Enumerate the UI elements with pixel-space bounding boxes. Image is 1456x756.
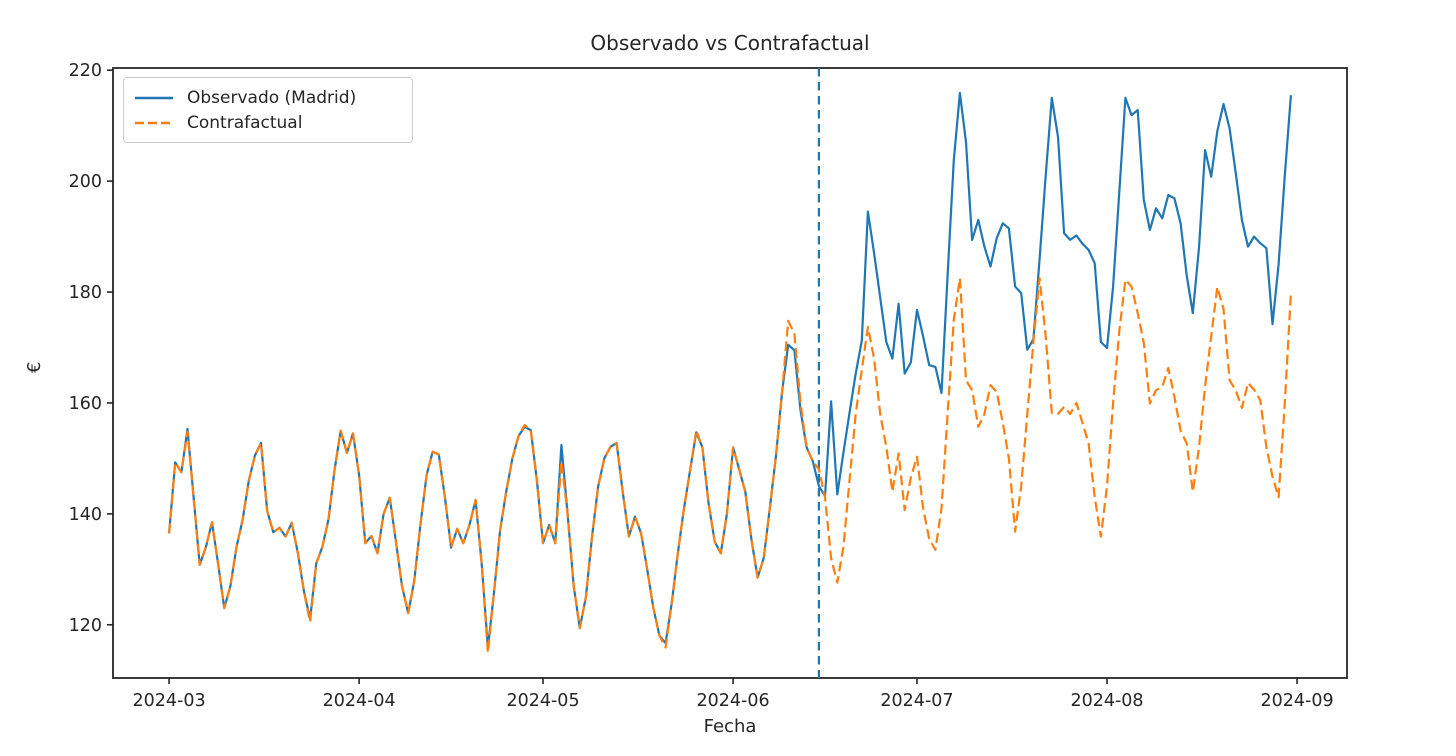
y-tick-label: 200 xyxy=(69,172,102,192)
y-tick-label: 220 xyxy=(69,61,102,81)
legend: Observado (Madrid) Contrafactual xyxy=(123,77,413,143)
legend-item-observado: Observado (Madrid) xyxy=(134,86,402,110)
y-tick-label: 180 xyxy=(69,283,102,303)
x-tick-label: 2024-04 xyxy=(323,691,396,711)
legend-label-contrafactual: Contrafactual xyxy=(187,112,303,133)
series-line-1 xyxy=(168,277,1292,655)
series-line-0 xyxy=(168,91,1292,649)
y-tick-label: 120 xyxy=(69,616,102,636)
x-tick-label: 2024-08 xyxy=(1070,691,1143,711)
legend-label-observado: Observado (Madrid) xyxy=(187,87,357,108)
x-tick-label: 2024-06 xyxy=(697,691,770,711)
chart-title: Observado vs Contrafactual xyxy=(590,31,870,55)
axes-spines xyxy=(112,67,1348,679)
y-tick-label: 140 xyxy=(69,505,102,525)
y-tick-label: 160 xyxy=(69,394,102,414)
x-axis-label: Fecha xyxy=(703,716,757,737)
legend-line-contrafactual-icon xyxy=(135,121,173,124)
x-tick-label: 2024-09 xyxy=(1260,691,1333,711)
legend-item-contrafactual: Contrafactual xyxy=(134,111,402,135)
x-tick-label: 2024-03 xyxy=(133,691,206,711)
x-tick-label: 2024-05 xyxy=(506,691,579,711)
legend-line-observado-icon xyxy=(135,96,173,99)
x-tick-label: 2024-07 xyxy=(880,691,953,711)
